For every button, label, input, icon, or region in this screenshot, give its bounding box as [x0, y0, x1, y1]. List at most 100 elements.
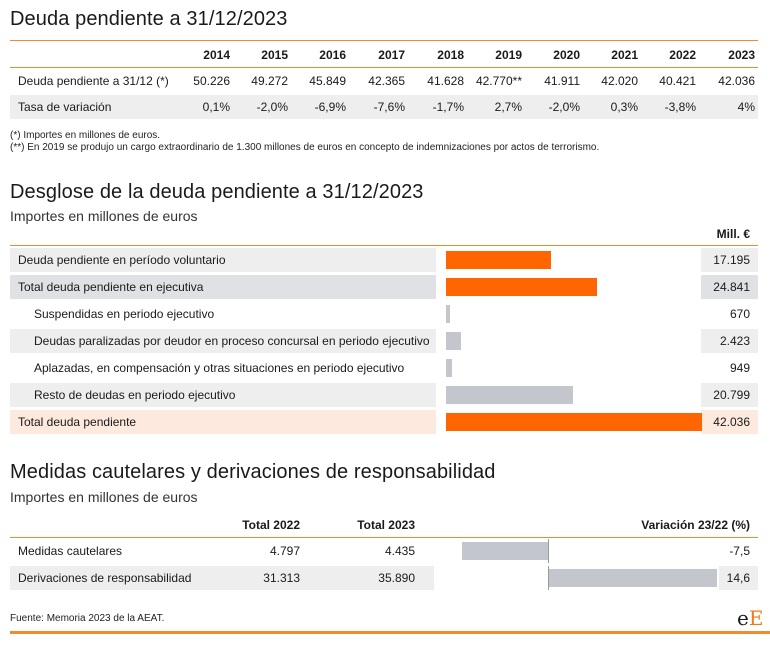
cell: -6,9%	[314, 100, 346, 114]
year-header: 2020	[553, 48, 580, 62]
cell: 42.365	[368, 74, 405, 88]
table-row: Derivaciones de responsabilidad 31.313 35.…	[10, 566, 758, 590]
row-label: Total deuda pendiente en ejecutiva	[18, 280, 204, 294]
cell: -2,0%	[256, 100, 288, 114]
table-row: Resto de deudas en periodo ejecutivo 20.7…	[10, 383, 758, 407]
bar-cell	[436, 383, 701, 407]
table-row: Deuda pendiente en período voluntario 17.…	[10, 248, 758, 272]
row-label: Aplazadas, en compensación y otras situa…	[34, 361, 405, 375]
bar-cell	[436, 329, 701, 353]
row-label: Resto de deudas en periodo ejecutivo	[34, 388, 236, 402]
cell: 42.020	[601, 74, 638, 88]
table-row: Total deuda pendiente en ejecutiva 24.841	[10, 275, 758, 299]
row-label: Total deuda pendiente	[18, 415, 137, 429]
value-bar	[446, 278, 597, 296]
year-header: 2014	[203, 48, 230, 62]
total-2023: 4.435	[384, 544, 415, 558]
value-bar	[446, 332, 461, 350]
cell: 2,7%	[494, 100, 522, 114]
total-2022: 31.313	[263, 571, 300, 585]
row-label: Deuda pendiente a 31/12 (*)	[18, 74, 169, 88]
section3-header-rule	[10, 537, 758, 538]
variation-bar-cell	[434, 539, 719, 563]
section1-rule	[10, 40, 758, 41]
value-bar	[446, 359, 452, 377]
year-header: 2022	[669, 48, 696, 62]
variation-value: -7,5	[729, 544, 750, 558]
unit-header: Mill. €	[716, 227, 750, 241]
year-header: 2018	[437, 48, 464, 62]
section1-title: Deuda pendiente a 31/12/2023	[10, 8, 288, 30]
section1-year-header: 2014 2015 2016 2017 2018 2019 2020 2021 …	[10, 43, 758, 67]
section3-title: Medidas cautelares y derivaciones de res…	[10, 461, 496, 483]
footnote: (*) Importes en millones de euros.	[10, 130, 161, 141]
row-label: Tasa de variación	[18, 100, 112, 114]
row-value: 17.195	[713, 253, 750, 267]
bar-cell	[436, 302, 701, 326]
row-label: Deudas paralizadas por deudor en proceso…	[34, 334, 430, 348]
table-row: Deudas paralizadas por deudor en proceso…	[10, 329, 758, 353]
cell: 42.770**	[475, 74, 522, 88]
table-row: Tasa de variación 0,1% -2,0% -6,9% -7,6%…	[10, 95, 758, 119]
cell: -1,7%	[432, 100, 464, 114]
year-header: 2016	[319, 48, 346, 62]
row-value: 42.036	[713, 415, 750, 429]
zero-axis	[548, 566, 549, 590]
footnote: (**) En 2019 se produjo un cargo extraor…	[10, 142, 600, 153]
bar-cell	[436, 410, 702, 434]
section2-rule	[10, 245, 758, 246]
bar-cell	[436, 356, 701, 380]
total-2023: 35.890	[378, 571, 415, 585]
cell: 40.421	[659, 74, 696, 88]
row-label: Medidas cautelares	[18, 544, 123, 558]
header-total-2022: Total 2022	[242, 518, 300, 532]
cell: 41.628	[427, 74, 464, 88]
cell: 45.849	[309, 74, 346, 88]
cell: -3,8%	[664, 100, 696, 114]
variation-bar	[549, 569, 717, 587]
year-header: 2023	[728, 48, 755, 62]
row-value: 949	[729, 361, 750, 375]
cell: 50.226	[193, 74, 230, 88]
variation-value: 14,6	[726, 571, 750, 585]
variation-bar-cell	[434, 566, 719, 590]
section2-title: Desglose de la deuda pendiente a 31/12/2…	[10, 181, 424, 203]
table-row: Deuda pendiente a 31/12 (*) 50.226 49.27…	[10, 69, 758, 93]
cell: 41.911	[544, 74, 580, 88]
section2-subtitle: Importes en millones de euros	[10, 208, 198, 224]
bottom-rule	[10, 631, 770, 634]
header-total-2023: Total 2023	[357, 518, 415, 532]
table-row: Suspendidas en periodo ejecutivo 670	[10, 302, 758, 326]
logo-big: E	[748, 606, 764, 630]
brand-logo: eE	[737, 606, 763, 630]
table-row: Total deuda pendiente 42.036	[10, 410, 758, 434]
value-bar	[446, 305, 450, 323]
value-bar	[446, 386, 573, 404]
value-bar	[446, 413, 702, 431]
cell: 42.036	[718, 74, 755, 88]
section3-subtitle: Importes en millones de euros	[10, 489, 198, 505]
cell: -2,0%	[548, 100, 580, 114]
table-row: Aplazadas, en compensación y otras situa…	[10, 356, 758, 380]
header-variation: Variación 23/22 (%)	[641, 518, 750, 532]
bar-cell	[436, 275, 701, 299]
year-header: 2019	[495, 48, 522, 62]
logo-small: e	[737, 606, 749, 630]
row-value: 2.423	[719, 334, 750, 348]
section1-header-rule	[10, 67, 758, 68]
source-note: Fuente: Memoria 2023 de la AEAT.	[10, 613, 165, 624]
cell: 4%	[737, 100, 755, 114]
row-value: 20.799	[713, 388, 750, 402]
total-2022: 4.797	[269, 544, 300, 558]
value-bar	[446, 251, 551, 269]
section3-header: Total 2022 Total 2023 Variación 23/22 (%…	[10, 513, 758, 537]
year-header: 2021	[611, 48, 638, 62]
cell: 0,1%	[202, 100, 230, 114]
row-label: Suspendidas en periodo ejecutivo	[34, 307, 215, 321]
row-label: Deuda pendiente en período voluntario	[18, 253, 226, 267]
cell: -7,6%	[373, 100, 405, 114]
cell: 0,3%	[610, 100, 638, 114]
bar-cell	[436, 248, 701, 272]
year-header: 2015	[261, 48, 288, 62]
year-header: 2017	[378, 48, 405, 62]
